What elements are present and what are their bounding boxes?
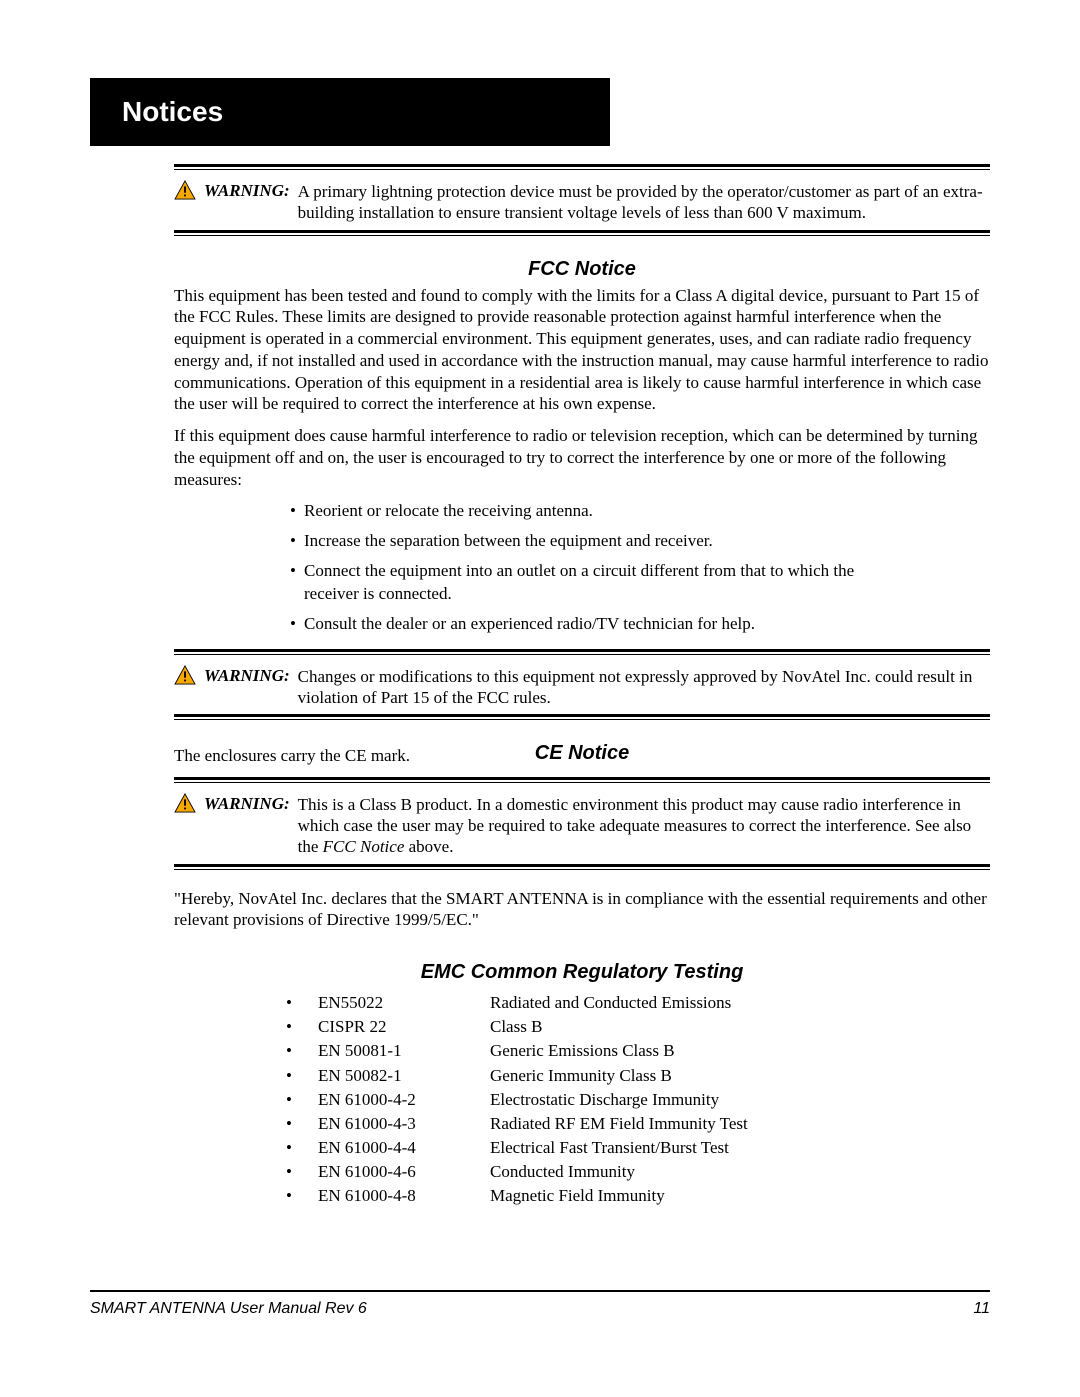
emc-code: CISPR 22	[318, 1016, 490, 1038]
warning-3-italic: FCC Notice	[323, 837, 405, 856]
warning-3-text: This is a Class B product. In a domestic…	[298, 793, 990, 858]
warning-label: WARNING:	[204, 793, 290, 814]
page-footer: SMART ANTENNA User Manual Rev 6 11	[90, 1300, 990, 1318]
bullet: •	[286, 1113, 318, 1135]
emc-heading: EMC Common Regulatory Testing	[174, 961, 990, 984]
fcc-p2: If this equipment does cause harmful int…	[174, 425, 990, 490]
emc-code: EN 61000-4-8	[318, 1185, 490, 1207]
warning-icon	[174, 180, 196, 200]
warning-icon	[174, 665, 196, 685]
table-row: •EN 61000-4-6Conducted Immunity	[286, 1161, 986, 1183]
bullet: •	[286, 1016, 318, 1038]
table-row: •EN 50082-1Generic Immunity Class B	[286, 1065, 986, 1087]
emc-desc: Radiated and Conducted Emissions	[490, 992, 986, 1014]
emc-code: EN 61000-4-3	[318, 1113, 490, 1135]
emc-code: EN 61000-4-2	[318, 1089, 490, 1111]
rule-before-w2	[174, 649, 990, 655]
table-row: •EN55022Radiated and Conducted Emissions	[286, 992, 986, 1014]
warning-2-text: Changes or modifications to this equipme…	[298, 665, 990, 709]
title-bar: Notices	[90, 78, 610, 146]
warning-label: WARNING:	[204, 180, 290, 201]
rule-after-w3	[174, 864, 990, 870]
emc-desc: Class B	[490, 1016, 986, 1038]
bullet: •	[286, 1040, 318, 1062]
emc-code: EN 61000-4-4	[318, 1137, 490, 1159]
emc-code: EN 50082-1	[318, 1065, 490, 1087]
list-item: Connect the equipment into an outlet on …	[290, 560, 910, 604]
warning-block-3: WARNING: This is a Class B product. In a…	[174, 793, 990, 858]
fcc-bullets: Reorient or relocate the receiving anten…	[290, 500, 910, 634]
emc-desc: Magnetic Field Immunity	[490, 1185, 986, 1207]
warning-3-post: above.	[404, 837, 453, 856]
bullet: •	[286, 1065, 318, 1087]
footer-left: SMART ANTENNA User Manual Rev 6	[90, 1300, 367, 1318]
warning-icon	[174, 793, 196, 813]
warning-label: WARNING:	[204, 665, 290, 686]
list-item: Increase the separation between the equi…	[290, 530, 910, 552]
emc-code: EN 61000-4-6	[318, 1161, 490, 1183]
bullet: •	[286, 1089, 318, 1111]
table-row: •EN 50081-1Generic Emissions Class B	[286, 1040, 986, 1062]
table-row: •EN 61000-4-3Radiated RF EM Field Immuni…	[286, 1113, 986, 1135]
rule-before-w3	[174, 777, 990, 783]
table-row: •CISPR 22Class B	[286, 1016, 986, 1038]
warning-block-1: WARNING: A primary lightning protection …	[174, 180, 990, 224]
fcc-p1: This equipment has been tested and found…	[174, 285, 990, 416]
fcc-heading: FCC Notice	[174, 258, 990, 281]
emc-desc: Conducted Immunity	[490, 1161, 986, 1183]
table-row: •EN 61000-4-8Magnetic Field Immunity	[286, 1185, 986, 1207]
footer-rule	[90, 1290, 990, 1292]
bullet: •	[286, 1185, 318, 1207]
table-row: •EN 61000-4-4Electrical Fast Transient/B…	[286, 1137, 986, 1159]
rule-after-w2	[174, 714, 990, 720]
rule-after-w1	[174, 230, 990, 236]
warning-block-2: WARNING: Changes or modifications to thi…	[174, 665, 990, 709]
emc-list: •EN55022Radiated and Conducted Emissions…	[286, 992, 986, 1207]
warning-1-text: A primary lightning protection device mu…	[298, 180, 990, 224]
list-item: Consult the dealer or an experienced rad…	[290, 613, 910, 635]
bullet: •	[286, 992, 318, 1014]
emc-desc: Radiated RF EM Field Immunity Test	[490, 1113, 986, 1135]
rule-top	[174, 164, 990, 170]
emc-desc: Generic Emissions Class B	[490, 1040, 986, 1062]
emc-code: EN 50081-1	[318, 1040, 490, 1062]
declaration-text: "Hereby, NovAtel Inc. declares that the …	[174, 888, 990, 932]
list-item: Reorient or relocate the receiving anten…	[290, 500, 910, 522]
table-row: •EN 61000-4-2Electrostatic Discharge Imm…	[286, 1089, 986, 1111]
emc-desc: Electrostatic Discharge Immunity	[490, 1089, 986, 1111]
page-title: Notices	[122, 96, 223, 128]
page-content: Notices WARNING: A primary lightning pro…	[90, 78, 990, 1209]
emc-code: EN55022	[318, 992, 490, 1014]
bullet: •	[286, 1161, 318, 1183]
bullet: •	[286, 1137, 318, 1159]
footer-page-number: 11	[973, 1300, 990, 1318]
emc-desc: Electrical Fast Transient/Burst Test	[490, 1137, 986, 1159]
emc-desc: Generic Immunity Class B	[490, 1065, 986, 1087]
